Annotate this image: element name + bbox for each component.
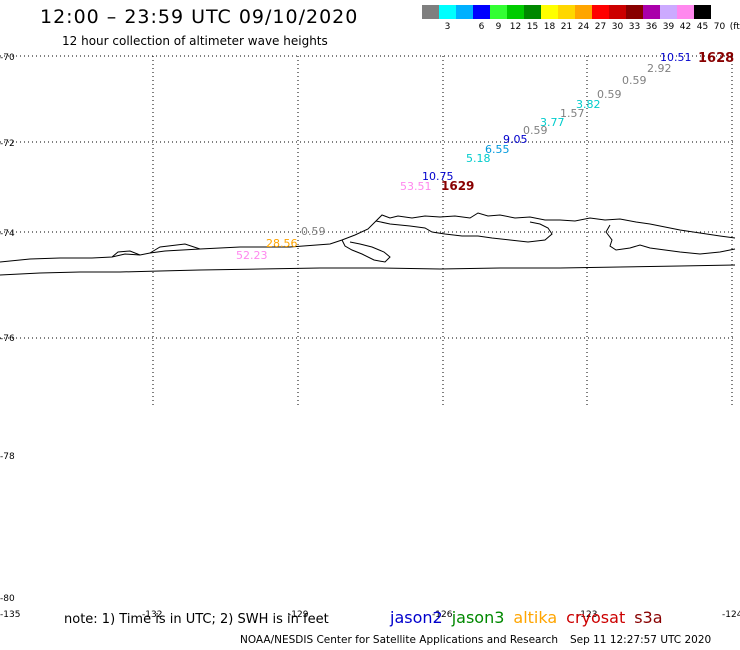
wave-height-label: 1629 — [441, 179, 474, 193]
legend-swatch — [592, 5, 609, 19]
legend-label: 45 — [696, 22, 709, 32]
legend-swatch — [694, 5, 711, 19]
legend-label: 12 — [509, 22, 522, 32]
map-subtitle: 12 hour collection of altimeter wave hei… — [62, 34, 328, 48]
ice-shelf-east — [605, 224, 736, 255]
wave-height-label: 0.59 — [622, 74, 647, 87]
legend-label: 36 — [645, 22, 658, 32]
coastline-north — [0, 212, 736, 263]
legend-swatch — [660, 5, 677, 19]
legend-label: 3 — [444, 22, 451, 32]
legend-label — [456, 22, 473, 32]
wave-height-label: 52.23 — [236, 249, 268, 262]
wave-height-label: 28.56 — [266, 237, 298, 250]
legend-label: 9 — [495, 22, 502, 32]
footer-credit: NOAA/NESDIS Center for Satellite Applica… — [240, 634, 711, 646]
satellite-cryosat: cryosat — [566, 608, 626, 627]
legend-label: 33 — [628, 22, 641, 32]
coastline-south — [0, 264, 736, 276]
wave-height-label: 0.59 — [597, 88, 622, 101]
wave-height-label: 2.92 — [647, 62, 672, 75]
wave-height-label: 1628 — [698, 51, 734, 66]
latitude-label: -74 — [0, 229, 15, 239]
legend-swatch — [609, 5, 626, 19]
legend-label: 27 — [594, 22, 607, 32]
wave-height-labels: 10.51 16282.920.590.591.573.823.770.599.0… — [236, 51, 734, 262]
legend-swatch — [422, 5, 439, 19]
legend-label — [422, 22, 439, 32]
coastline — [0, 212, 736, 276]
latitude-label: -78 — [0, 452, 15, 462]
legend-swatch — [677, 5, 694, 19]
legend-label: 39 — [662, 22, 675, 32]
legend-swatch — [575, 5, 592, 19]
ice-shelf-edge — [375, 220, 553, 243]
wave-height-label: 1.57 — [560, 107, 585, 120]
latitude-label: -72 — [0, 139, 15, 149]
island-outline — [341, 239, 391, 263]
latitude-label: -80 — [0, 594, 15, 604]
coast-bump — [111, 250, 141, 258]
graticule — [0, 55, 735, 405]
footer-note: note: 1) Time is in UTC; 2) SWH is in fe… — [64, 612, 329, 627]
legend-swatch — [456, 5, 473, 19]
wave-height-label: 53.51 — [400, 180, 432, 193]
wave-height-label: 0.59 — [301, 225, 326, 238]
longitude-label: -135 — [0, 610, 20, 620]
satellite-legend: jason2 jason3 altika cryosat s3a — [390, 608, 672, 627]
legend-swatch — [473, 5, 490, 19]
legend-swatch — [541, 5, 558, 19]
legend-swatch — [643, 5, 660, 19]
color-legend — [422, 5, 711, 19]
legend-swatch — [490, 5, 507, 19]
legend-label: 30 — [611, 22, 624, 32]
wave-height-label: 9.05 — [503, 133, 528, 146]
satellite-jason2: jason2 — [390, 608, 443, 627]
legend-label: 24 — [577, 22, 590, 32]
legend-label: 42 — [679, 22, 692, 32]
wave-height-label: 3.77 — [540, 116, 565, 129]
legend-swatch — [439, 5, 456, 19]
wave-height-label: 10.51 — [660, 51, 692, 64]
generated-timestamp: Sep 11 12:27:57 UTC 2020 — [570, 634, 712, 646]
latitude-labels: -70 -72 -74 -76 -78 -80 — [0, 53, 15, 604]
legend-label: 6 — [478, 22, 485, 32]
latitude-label: -76 — [0, 334, 15, 344]
legend-label: 15 — [526, 22, 539, 32]
legend-label: 70 — [713, 22, 726, 32]
wave-height-label: 10.75 — [422, 170, 454, 183]
legend-swatch — [558, 5, 575, 19]
legend-label: (ft) — [729, 22, 740, 32]
satellite-s3a: s3a — [634, 608, 663, 627]
credit-text: NOAA/NESDIS Center for Satellite Applica… — [240, 634, 558, 646]
legend-label: 21 — [560, 22, 573, 32]
legend-swatch — [626, 5, 643, 19]
longitude-label: -124 — [722, 610, 740, 620]
satellite-altika: altika — [513, 608, 558, 627]
wave-height-label: 0.59 — [523, 124, 548, 137]
wave-height-label: 6.55 — [485, 143, 510, 156]
satellite-jason3: jason3 — [451, 608, 505, 627]
latitude-label: -70 — [0, 53, 15, 63]
coast-bump-2 — [149, 243, 201, 254]
legend-label: 18 — [543, 22, 556, 32]
map-title: 12:00 – 23:59 UTC 09/10/2020 — [40, 6, 359, 28]
wave-height-label: 3.82 — [576, 98, 601, 111]
wave-height-label: 5.18 — [466, 152, 491, 165]
legend-swatch — [507, 5, 524, 19]
legend-swatch — [524, 5, 541, 19]
